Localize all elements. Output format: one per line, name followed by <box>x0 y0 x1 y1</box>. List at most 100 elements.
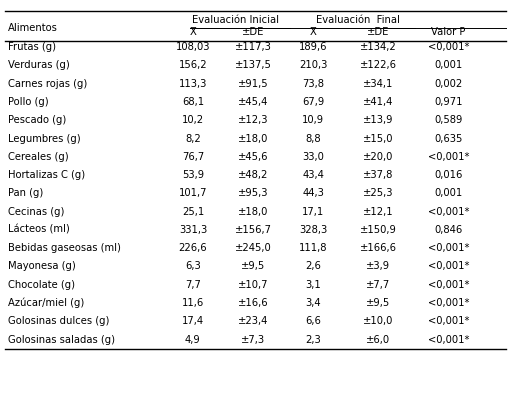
Text: ±48,2: ±48,2 <box>238 170 268 180</box>
Text: 8,2: 8,2 <box>185 133 201 143</box>
Text: 3,1: 3,1 <box>305 279 321 289</box>
Text: ±12,1: ±12,1 <box>363 206 393 216</box>
Text: <0,001*: <0,001* <box>428 334 469 344</box>
Text: ±9,5: ±9,5 <box>241 261 265 271</box>
Text: <0,001*: <0,001* <box>428 297 469 307</box>
Text: Golosinas dulces (g): Golosinas dulces (g) <box>8 316 109 326</box>
Text: 210,3: 210,3 <box>299 60 327 70</box>
Text: ±DE: ±DE <box>242 27 264 37</box>
Text: Cereales (g): Cereales (g) <box>8 151 68 162</box>
Text: ±23,4: ±23,4 <box>238 316 268 326</box>
Text: ±134,2: ±134,2 <box>360 42 397 52</box>
Text: 7,7: 7,7 <box>185 279 201 289</box>
Text: X̅: X̅ <box>190 27 196 37</box>
Text: ±3,9: ±3,9 <box>366 261 390 271</box>
Text: 44,3: 44,3 <box>302 188 324 198</box>
Text: ±25,3: ±25,3 <box>363 188 393 198</box>
Text: 226,6: 226,6 <box>178 243 207 253</box>
Text: 43,4: 43,4 <box>302 170 324 180</box>
Text: 73,8: 73,8 <box>302 79 324 88</box>
Text: Valor P: Valor P <box>431 27 466 37</box>
Text: ±DE: ±DE <box>367 27 389 37</box>
Text: ±6,0: ±6,0 <box>366 334 390 344</box>
Text: ±18,0: ±18,0 <box>238 133 268 143</box>
Text: 189,6: 189,6 <box>299 42 328 52</box>
Text: 101,7: 101,7 <box>179 188 207 198</box>
Text: 2,3: 2,3 <box>305 334 321 344</box>
Text: Evaluación  Final: Evaluación Final <box>316 15 400 25</box>
Text: Pollo (g): Pollo (g) <box>8 97 48 107</box>
Text: 328,3: 328,3 <box>299 225 327 234</box>
Text: 0,001: 0,001 <box>434 60 462 70</box>
Text: ±45,4: ±45,4 <box>238 97 268 107</box>
Text: ±16,6: ±16,6 <box>238 297 268 307</box>
Text: 113,3: 113,3 <box>179 79 207 88</box>
Text: 68,1: 68,1 <box>182 97 204 107</box>
Text: ±95,3: ±95,3 <box>238 188 268 198</box>
Text: 0,846: 0,846 <box>434 225 462 234</box>
Text: 108,03: 108,03 <box>176 42 210 52</box>
Text: Evaluación Inicial: Evaluación Inicial <box>192 15 279 25</box>
Text: <0,001*: <0,001* <box>428 42 469 52</box>
Text: 331,3: 331,3 <box>179 225 207 234</box>
Text: ±34,1: ±34,1 <box>363 79 393 88</box>
Text: Hortalizas C (g): Hortalizas C (g) <box>8 170 85 180</box>
Text: Bebidas gaseosas (ml): Bebidas gaseosas (ml) <box>8 243 121 253</box>
Text: 111,8: 111,8 <box>299 243 328 253</box>
Text: 0,016: 0,016 <box>434 170 462 180</box>
Text: ±15,0: ±15,0 <box>363 133 393 143</box>
Text: ±7,7: ±7,7 <box>366 279 390 289</box>
Text: ±18,0: ±18,0 <box>238 206 268 216</box>
Text: ±41,4: ±41,4 <box>363 97 393 107</box>
Text: 53,9: 53,9 <box>182 170 204 180</box>
Text: Pescado (g): Pescado (g) <box>8 115 66 125</box>
Text: Golosinas saladas (g): Golosinas saladas (g) <box>8 334 114 344</box>
Text: 156,2: 156,2 <box>178 60 207 70</box>
Text: 76,7: 76,7 <box>182 151 204 162</box>
Text: ±150,9: ±150,9 <box>360 225 397 234</box>
Text: ±10,7: ±10,7 <box>238 279 268 289</box>
Text: 2,6: 2,6 <box>305 261 321 271</box>
Text: X̅: X̅ <box>310 27 316 37</box>
Text: Lácteos (ml): Lácteos (ml) <box>8 225 69 234</box>
Text: <0,001*: <0,001* <box>428 316 469 326</box>
Text: 10,9: 10,9 <box>302 115 324 125</box>
Text: 0,001: 0,001 <box>434 188 462 198</box>
Text: 6,6: 6,6 <box>305 316 321 326</box>
Text: ±156,7: ±156,7 <box>235 225 271 234</box>
Text: ±122,6: ±122,6 <box>360 60 397 70</box>
Text: 3,4: 3,4 <box>305 297 321 307</box>
Text: <0,001*: <0,001* <box>428 206 469 216</box>
Text: 0,589: 0,589 <box>434 115 462 125</box>
Text: 17,1: 17,1 <box>302 206 324 216</box>
Text: <0,001*: <0,001* <box>428 151 469 162</box>
Text: Alimentos: Alimentos <box>8 23 58 33</box>
Text: Mayonesa (g): Mayonesa (g) <box>8 261 75 271</box>
Text: 0,971: 0,971 <box>434 97 462 107</box>
Text: 25,1: 25,1 <box>182 206 204 216</box>
Text: ±117,3: ±117,3 <box>235 42 271 52</box>
Text: <0,001*: <0,001* <box>428 261 469 271</box>
Text: Legumbres (g): Legumbres (g) <box>8 133 80 143</box>
Text: ±245,0: ±245,0 <box>235 243 271 253</box>
Text: 4,9: 4,9 <box>185 334 201 344</box>
Text: Chocolate (g): Chocolate (g) <box>8 279 75 289</box>
Text: ±7,3: ±7,3 <box>241 334 265 344</box>
Text: ±166,6: ±166,6 <box>360 243 397 253</box>
Text: ±91,5: ±91,5 <box>238 79 268 88</box>
Text: 0,002: 0,002 <box>434 79 462 88</box>
Text: Frutas (g): Frutas (g) <box>8 42 56 52</box>
Text: ±12,3: ±12,3 <box>238 115 268 125</box>
Text: ±10,0: ±10,0 <box>363 316 393 326</box>
Text: 11,6: 11,6 <box>182 297 204 307</box>
Text: Pan (g): Pan (g) <box>8 188 43 198</box>
Text: 0,635: 0,635 <box>434 133 462 143</box>
Text: ±37,8: ±37,8 <box>363 170 393 180</box>
Text: <0,001*: <0,001* <box>428 243 469 253</box>
Text: 67,9: 67,9 <box>302 97 324 107</box>
Text: 33,0: 33,0 <box>302 151 324 162</box>
Text: ±45,6: ±45,6 <box>238 151 268 162</box>
Text: Cecinas (g): Cecinas (g) <box>8 206 64 216</box>
Text: ±20,0: ±20,0 <box>363 151 393 162</box>
Text: ±9,5: ±9,5 <box>366 297 390 307</box>
